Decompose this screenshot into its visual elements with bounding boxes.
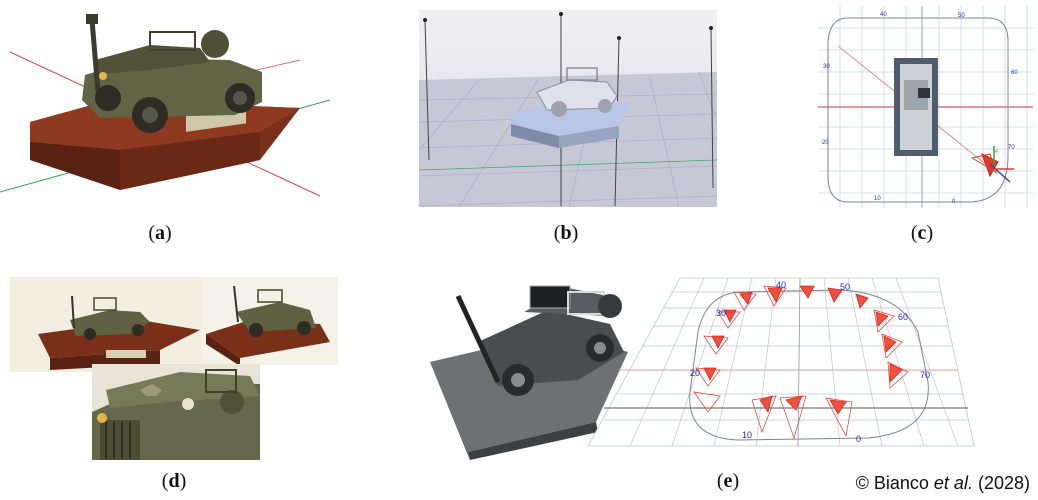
e-label-0: 0 — [856, 434, 861, 444]
panel-a-jeep-model — [0, 0, 330, 200]
copyright-credit: © Bianco et al. (2028) — [856, 473, 1030, 494]
caption-a: (a) — [130, 222, 190, 245]
c-label-40: 40 — [880, 12, 887, 18]
panel-d-rendered-views — [10, 272, 338, 460]
panel-d-illustration — [10, 272, 338, 460]
caption-c: (c) — [892, 222, 952, 245]
panel-c-illustration: 40 50 30 60 20 70 10 0 4 — [818, 6, 1033, 208]
c-axis-label: 4 — [995, 149, 998, 155]
panel-b-3d-scene — [419, 10, 717, 207]
e-label-50: 50 — [840, 282, 850, 292]
panel-e-camera-ring: 40 50 30 60 20 70 10 0 — [428, 272, 1034, 460]
panel-c-top-view-path: 40 50 30 60 20 70 10 0 4 — [818, 6, 1033, 208]
c-label-50: 50 — [958, 13, 965, 19]
caption-b: (b) — [536, 222, 596, 245]
c-label-30: 30 — [823, 64, 830, 70]
e-label-10: 10 — [742, 430, 752, 440]
panel-e-illustration: 40 50 30 60 20 70 10 0 — [428, 272, 1034, 460]
e-label-30: 30 — [716, 308, 726, 318]
c-label-10: 10 — [874, 196, 881, 202]
c-label-70: 70 — [1008, 145, 1015, 151]
e-label-20: 20 — [690, 368, 700, 378]
caption-e: (e) — [698, 470, 758, 493]
e-label-60: 60 — [898, 312, 908, 322]
panel-b-illustration — [419, 10, 717, 207]
c-label-60: 60 — [1011, 70, 1018, 76]
e-label-40: 40 — [776, 280, 786, 290]
c-label-20: 20 — [822, 140, 829, 146]
caption-d: (d) — [144, 470, 204, 493]
e-label-70: 70 — [920, 370, 930, 380]
panel-a-illustration — [0, 0, 330, 200]
